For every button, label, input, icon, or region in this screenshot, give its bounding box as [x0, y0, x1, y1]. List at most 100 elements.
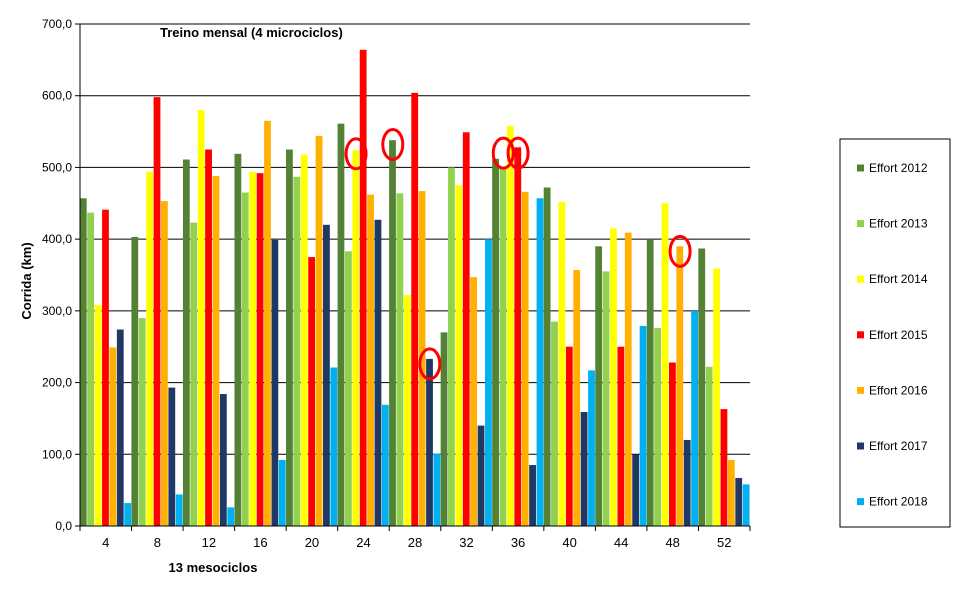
- y-tick-label: 500,0: [42, 160, 72, 174]
- bar: [661, 203, 669, 527]
- legend-swatch: [857, 275, 864, 283]
- bar: [352, 150, 360, 526]
- bar: [330, 367, 338, 526]
- bar: [344, 251, 352, 526]
- bar: [624, 232, 632, 526]
- legend-label: Effort 2013: [869, 217, 928, 231]
- bar: [440, 332, 448, 526]
- x-tick-label: 48: [665, 535, 679, 550]
- bar: [286, 149, 293, 526]
- y-tick-label: 0,0: [55, 519, 72, 533]
- bar: [698, 248, 706, 527]
- bar: [102, 209, 109, 527]
- bar: [433, 453, 441, 526]
- bar: [580, 411, 588, 526]
- y-tick-label: 200,0: [42, 376, 72, 390]
- bar: [668, 362, 676, 526]
- bar: [632, 454, 640, 526]
- bar: [308, 257, 316, 526]
- bar: [367, 194, 374, 526]
- bar: [543, 187, 551, 526]
- x-tick-label: 40: [562, 535, 576, 550]
- bar: [705, 366, 713, 526]
- bar: [610, 228, 617, 526]
- bar: [337, 123, 345, 526]
- legend-swatch: [857, 386, 864, 394]
- bar: [514, 147, 522, 526]
- bar: [182, 159, 190, 527]
- bar: [161, 201, 168, 527]
- bar: [264, 120, 271, 527]
- bar: [168, 387, 176, 526]
- x-tick-label: 20: [305, 535, 319, 550]
- bar: [713, 268, 720, 526]
- bar: [683, 439, 691, 526]
- bar: [197, 110, 205, 527]
- legend-label: Effort 2018: [869, 495, 928, 509]
- legend-swatch: [857, 331, 864, 339]
- x-tick-label: 44: [614, 535, 628, 550]
- x-tick-label: 4: [102, 535, 109, 550]
- legend-swatch: [857, 220, 864, 228]
- bar: [374, 219, 382, 526]
- bar: [418, 191, 426, 526]
- bar: [477, 425, 485, 526]
- legend-label: Effort 2017: [869, 439, 928, 453]
- bar: [219, 394, 227, 526]
- x-tick-label: 8: [154, 535, 161, 550]
- annotation-circle: [506, 136, 530, 170]
- bar: [205, 149, 212, 526]
- bar: [676, 246, 684, 527]
- legend-swatch: [857, 498, 864, 506]
- bar: [654, 328, 661, 526]
- bar: [536, 198, 544, 526]
- legend-label: Effort 2012: [869, 161, 928, 175]
- bar: [470, 277, 478, 526]
- bar: [411, 92, 419, 527]
- annotation-circle: [381, 127, 405, 161]
- bar: [499, 167, 507, 526]
- bar: [271, 239, 279, 527]
- bar: [300, 154, 308, 526]
- bar: [551, 321, 558, 526]
- y-tick-label: 400,0: [42, 232, 72, 246]
- bars: [79, 49, 750, 527]
- y-tick-label: 600,0: [42, 89, 72, 103]
- bar: [448, 167, 455, 526]
- x-tick-label: 16: [253, 535, 267, 550]
- bar: [492, 158, 499, 526]
- bar: [146, 171, 154, 526]
- bar: [529, 465, 536, 526]
- bar: [323, 224, 330, 527]
- bar: [94, 305, 102, 526]
- y-tick-label: 700,0: [42, 17, 72, 31]
- bar: [573, 269, 581, 526]
- x-tick-label: 32: [459, 535, 473, 550]
- bar: [521, 191, 529, 526]
- bar: [124, 503, 132, 526]
- bar: [293, 176, 301, 526]
- annotation-circle: [344, 137, 368, 171]
- bar: [79, 198, 87, 526]
- bar: [138, 318, 146, 526]
- bar: [396, 193, 404, 526]
- bar: [256, 173, 264, 526]
- x-tick-label: 52: [717, 535, 731, 550]
- bar: [727, 460, 735, 526]
- bar: [455, 185, 463, 526]
- bar: [565, 346, 573, 526]
- chart-title: Treino mensal (4 microciclos): [160, 25, 343, 40]
- bar: [116, 329, 124, 526]
- bar: [617, 346, 625, 526]
- bar: [227, 507, 235, 526]
- bar: [175, 494, 183, 526]
- x-tick-label: 12: [202, 535, 216, 550]
- legend: Effort 2012 Effort 2013 Effort 2014 Effort …: [839, 138, 951, 528]
- bar: [87, 212, 95, 526]
- bar: [735, 477, 743, 526]
- bar: [234, 153, 242, 526]
- bar: [595, 246, 603, 527]
- x-tick-label: 36: [511, 535, 525, 550]
- x-axis-label: 13 mesociclos: [169, 560, 258, 575]
